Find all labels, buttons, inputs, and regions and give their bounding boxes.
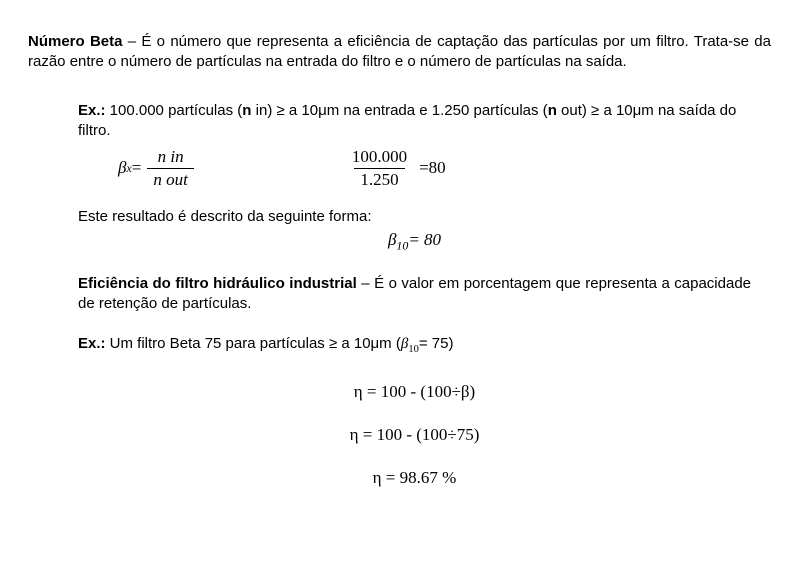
term-numero-beta: Número Beta [28, 33, 122, 50]
num-denominator: 1.250 [354, 168, 404, 190]
ex2-sub: 10 [408, 344, 419, 355]
eta-formula-3: η = 98.67 % [78, 467, 751, 490]
result-value: = 80 [408, 230, 441, 249]
num-result: 80 [429, 157, 446, 180]
efficiency-definition: Eficiência do filtro hidráulico industri… [78, 274, 751, 315]
ex2-part2: = 75) [419, 335, 454, 352]
definition-text: – É o número que representa a eficiência… [28, 33, 771, 70]
gen-numerator: n in [152, 147, 190, 168]
term-efficiency: Eficiência do filtro hidráulico industri… [78, 275, 357, 292]
example-2: Ex.: Um filtro Beta 75 para partículas ≥… [78, 334, 751, 357]
num-numerator: 100.000 [346, 147, 413, 168]
ex1-n-out: n [548, 102, 561, 119]
formula-row: βx = n in n out 100.000 1.250 = 80 [118, 147, 751, 189]
beta-numeric-formula: 100.000 1.250 = 80 [340, 147, 446, 189]
gen-denominator: n out [147, 168, 193, 190]
example-1: Ex.: 100.000 partículas (n in) ≥ a 10μm … [78, 101, 751, 142]
ex1-in: in [256, 102, 268, 119]
beta-definition: Número Beta – É o número que representa … [28, 32, 771, 73]
result-formula: β10= 80 [78, 229, 751, 253]
num-equals: = [419, 157, 429, 180]
ex1-n-in: n [242, 102, 255, 119]
ex2-label: Ex.: [78, 335, 106, 352]
result-sub: 10 [396, 239, 408, 253]
result-intro: Este resultado é descrito da seguinte fo… [78, 207, 751, 227]
beta-general-formula: βx = n in n out [118, 147, 200, 189]
ex1-part1: 100.000 partículas ( [106, 102, 243, 119]
ex1-label: Ex.: [78, 102, 106, 119]
eta-formula-2: η = 100 - (100÷75) [78, 424, 751, 447]
ex2-part1: Um filtro Beta 75 para partículas ≥ a 10… [106, 335, 401, 352]
ex1-out: out [561, 102, 582, 119]
equals: = [132, 157, 142, 180]
ex1-part2: ) ≥ a 10μm na entrada e 1.250 partículas… [267, 102, 547, 119]
eta-formula-1: η = 100 - (100÷β) [78, 381, 751, 404]
